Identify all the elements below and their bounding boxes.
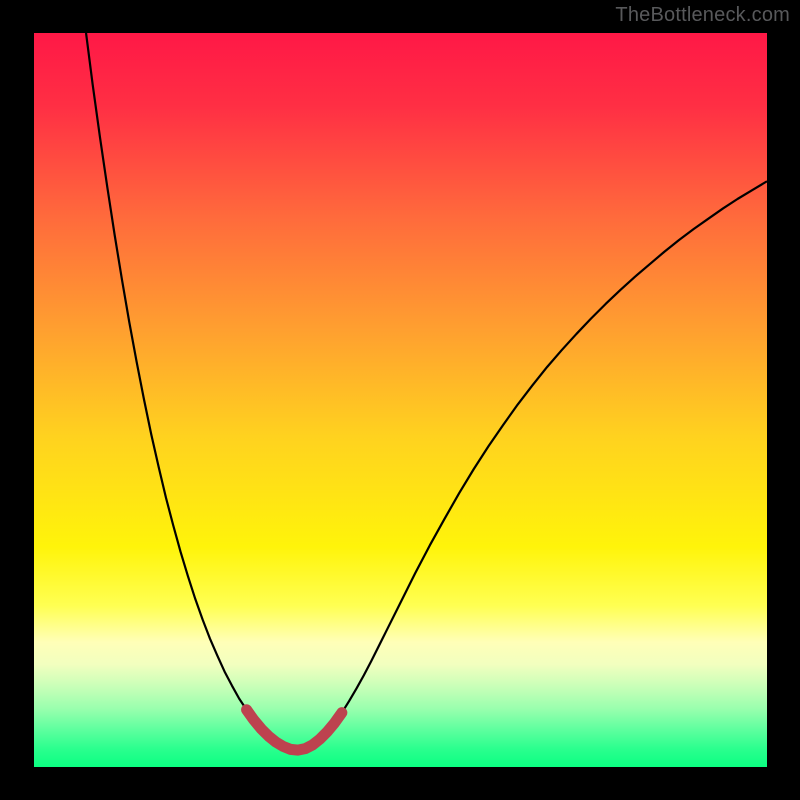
optimal-range-highlight xyxy=(247,710,342,750)
watermark-text: TheBottleneck.com xyxy=(615,4,790,27)
plot-area xyxy=(34,33,767,767)
bottleneck-curve xyxy=(86,33,767,750)
curves-svg xyxy=(34,33,767,767)
